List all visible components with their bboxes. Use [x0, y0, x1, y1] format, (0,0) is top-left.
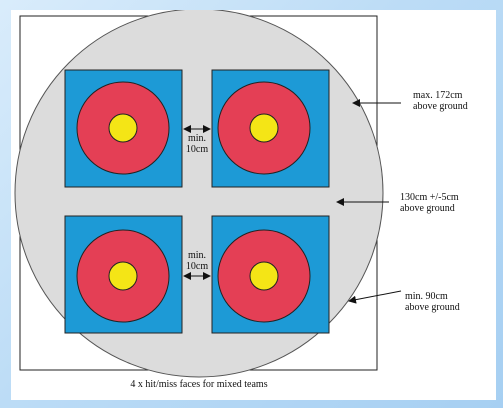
max-height-label-line2: above ground	[413, 101, 468, 112]
gap-top-label-line2: 10cm	[186, 144, 208, 155]
center-height-label-line1: 130cm +/-5cm	[400, 192, 459, 203]
min-height-label-line1: min. 90cm	[405, 291, 448, 302]
target-face-top-right	[211, 69, 330, 188]
target-face-bottom-left	[64, 215, 183, 334]
gap-top-label-line1: min.	[188, 133, 206, 144]
gap-bottom-label-line1: min.	[188, 250, 206, 261]
target-face-bottom-right	[211, 215, 330, 334]
target-face-top-left	[64, 69, 183, 188]
max-height-label-line1: max. 172cm	[413, 90, 463, 101]
gap-bottom-label-line2: 10cm	[186, 261, 208, 272]
diagram-caption: 4 x hit/miss faces for mixed teams	[130, 379, 267, 390]
diagram-panel: min. 10cm min. 10cm max. 172cm above gro…	[11, 10, 496, 400]
left-arrow-icon	[348, 290, 402, 304]
target-layout-diagram: min. 10cm min. 10cm max. 172cm above gro…	[14, 10, 468, 390]
min-height-label-line2: above ground	[405, 302, 460, 313]
center-height-label-line2: above ground	[400, 203, 455, 214]
